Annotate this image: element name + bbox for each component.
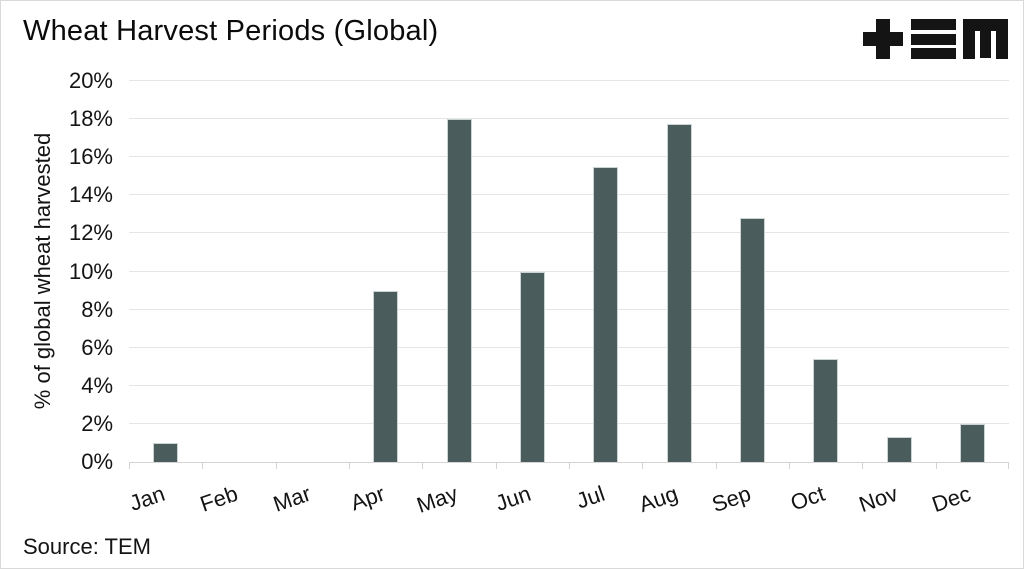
bar-oct xyxy=(813,359,839,462)
tem-logo-icon xyxy=(863,19,1008,59)
x-tick xyxy=(642,463,644,469)
bar-nov xyxy=(886,437,912,462)
bar-aug xyxy=(666,123,692,462)
x-tick-label: Jul xyxy=(572,480,608,514)
x-tick xyxy=(275,463,277,469)
bar-jan xyxy=(153,442,179,462)
y-axis-labels: 0% 2% 4% 6% 8% 10% 12% 14% 16% 18% 20% xyxy=(1,69,113,474)
y-tick-label: 10% xyxy=(68,258,113,284)
bar-jul xyxy=(593,166,619,462)
x-tick-label: Aug xyxy=(635,480,681,518)
y-tick-label: 16% xyxy=(68,144,113,170)
x-tick-label: Nov xyxy=(855,480,901,518)
x-tick xyxy=(422,463,424,469)
y-tick-label: 12% xyxy=(68,220,113,246)
x-tick xyxy=(569,463,570,469)
y-tick-label: 0% xyxy=(81,449,113,474)
x-tick-label: Jun xyxy=(492,480,535,516)
x-tick xyxy=(1008,463,1009,469)
y-tick-label: 8% xyxy=(81,296,113,322)
x-tick-label: Feb xyxy=(196,480,241,517)
gridline xyxy=(129,232,1009,234)
bar-may xyxy=(446,119,472,462)
chart-title: Wheat Harvest Periods (Global) xyxy=(23,15,439,47)
gridline xyxy=(129,270,1009,272)
x-tick xyxy=(495,463,497,469)
x-axis-ticks xyxy=(129,463,1009,470)
x-tick xyxy=(715,463,717,469)
gridline xyxy=(129,194,1009,196)
x-tick-label: Dec xyxy=(929,480,975,518)
x-tick-label: Oct xyxy=(787,480,828,516)
x-tick-label: Sep xyxy=(709,480,755,518)
x-tick-label: Mar xyxy=(270,480,315,517)
x-tick xyxy=(349,463,350,469)
bar-apr xyxy=(373,290,399,462)
y-tick-label: 20% xyxy=(68,68,113,93)
x-tick xyxy=(789,463,790,469)
x-axis-labels: Jan Feb Mar Apr May Jun Jul Aug Sep Oct Nov Dec xyxy=(125,462,1009,532)
gridline xyxy=(129,156,1009,158)
gridline xyxy=(129,118,1009,120)
bar-dec xyxy=(959,423,985,462)
x-tick xyxy=(935,463,937,469)
gridline xyxy=(129,346,1009,348)
y-tick-label: 2% xyxy=(81,410,113,436)
y-tick-label: 18% xyxy=(68,106,113,132)
gridline xyxy=(129,80,1009,81)
source-note: Source: TEM xyxy=(23,534,151,559)
y-tick-label: 14% xyxy=(68,182,113,208)
x-tick xyxy=(202,463,204,469)
y-tick-label: 4% xyxy=(81,372,113,398)
bar-sep xyxy=(739,218,765,462)
y-tick-label: 6% xyxy=(81,334,113,360)
x-tick xyxy=(129,463,130,469)
plot-area xyxy=(129,80,1009,463)
gridline xyxy=(129,308,1009,310)
x-tick-label: Apr xyxy=(347,480,388,516)
gridline xyxy=(129,422,1009,424)
x-tick-label: May xyxy=(413,480,461,518)
x-tick-label: Jan xyxy=(125,480,168,516)
x-tick xyxy=(862,463,864,469)
gridline xyxy=(129,384,1009,386)
bar-jun xyxy=(519,271,545,462)
